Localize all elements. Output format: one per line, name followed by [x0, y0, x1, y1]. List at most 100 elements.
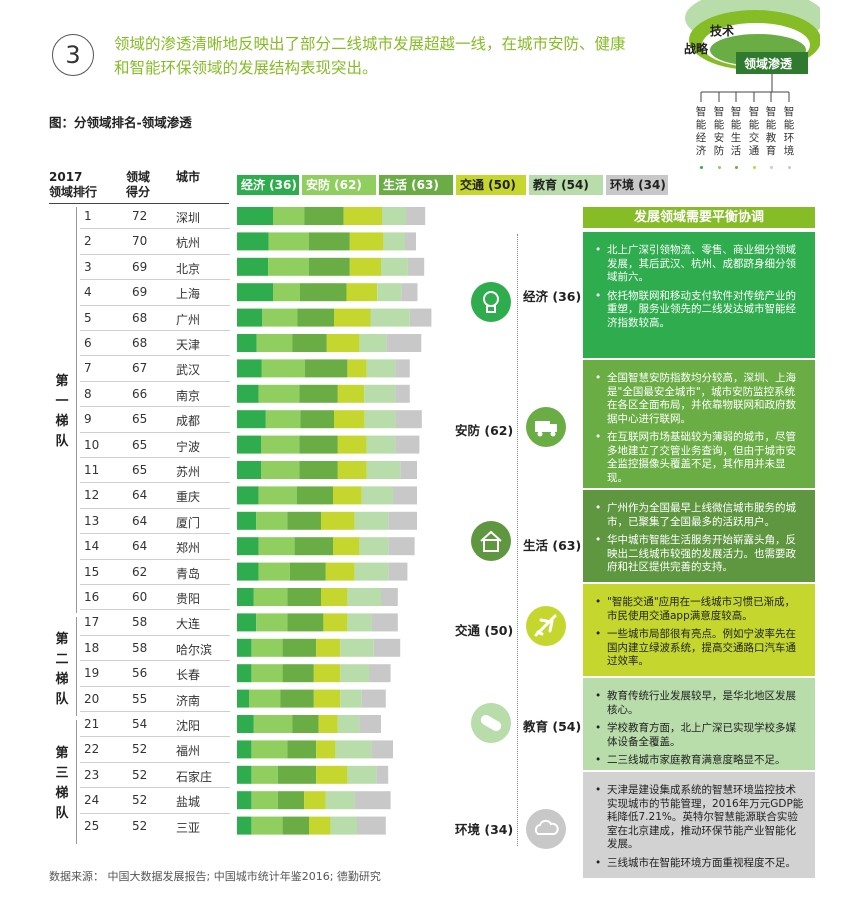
- bar-segment-5: [347, 765, 377, 784]
- bar-segment-1: [237, 257, 269, 276]
- row-divider: [80, 685, 230, 687]
- bar-segment-4: [349, 232, 384, 251]
- row-divider: [80, 761, 230, 763]
- tier-1-divider: [76, 207, 77, 613]
- bar-segment-4: [337, 384, 365, 403]
- rank-cell: 13: [84, 513, 100, 528]
- rank-cell: 15: [84, 564, 100, 579]
- bar-segment-6: [388, 511, 417, 530]
- bar-segment-3: [297, 486, 333, 505]
- bar-segment-4: [316, 765, 348, 784]
- bar-segment-3: [304, 359, 348, 378]
- tier-3-label: 第 三 梯 队: [55, 746, 69, 821]
- rank-cell: 7: [84, 361, 92, 376]
- bar-segment-6: [386, 334, 422, 352]
- traffic-bullet: 一些城市局部很有亮点。例如宁波率先在国内建立绿波系统，提高交通路口汽车通过效率。: [593, 628, 805, 669]
- rank-cell: 25: [84, 818, 100, 833]
- bar-segment-4: [326, 334, 360, 352]
- rank-cell: 2: [84, 234, 92, 249]
- city-cell: 沈阳: [176, 719, 201, 733]
- score-cell: 52: [132, 767, 148, 782]
- bar-segment-6: [405, 232, 416, 251]
- diagram-col-traffic: 智能交通: [748, 106, 760, 157]
- legend-security: 安防 (62): [302, 175, 376, 195]
- bar-segment-3: [282, 638, 317, 657]
- bar-segment-1: [237, 486, 259, 505]
- bar-segment-5: [325, 791, 355, 810]
- rank-cell: 14: [84, 539, 100, 554]
- score-cell: 72: [132, 209, 148, 223]
- bar-segment-4: [346, 283, 378, 302]
- bar-segment-5: [359, 334, 387, 352]
- headline: 领域的渗透清晰地反映出了部分二线城市发展超越一线，在城市安防、健康和智能环保领域…: [114, 35, 626, 77]
- bar-segment-5: [364, 410, 396, 429]
- airplane-icon: [526, 606, 566, 646]
- row-divider: [80, 482, 230, 484]
- bar-segment-4: [316, 638, 341, 657]
- bar-segment-2: [268, 257, 309, 276]
- rank-cell: 18: [84, 640, 100, 655]
- bar-segment-1: [237, 334, 257, 352]
- diagram-col-security: 智能安防: [713, 106, 725, 157]
- rank-cell: 23: [84, 767, 100, 782]
- diagram-col-economy: 智能经济: [695, 106, 707, 157]
- score-cell: 56: [132, 666, 148, 681]
- bar-segment-4: [304, 791, 326, 810]
- education-bullet: 学校教育方面，北上广深已实现学校多媒体设备全覆盖。: [593, 722, 805, 749]
- bar-segment-2: [251, 638, 283, 657]
- city-cell: 郑州: [176, 541, 201, 556]
- score-cell: 69: [132, 259, 148, 274]
- bar-segment-3: [289, 562, 326, 581]
- diagram-dot-economy: [700, 166, 703, 169]
- row-divider: [80, 355, 230, 357]
- bar-segment-2: [265, 410, 301, 429]
- bar-segment-2: [261, 359, 305, 378]
- bar-segment-6: [357, 816, 386, 835]
- score-cell: 68: [132, 310, 148, 325]
- tier-3-divider: [76, 720, 77, 844]
- rank-cell: 16: [84, 590, 100, 604]
- row-divider: [80, 660, 230, 662]
- rank-cell: 11: [84, 463, 100, 477]
- bar-segment-6: [371, 740, 393, 759]
- city-cell: 上海: [176, 287, 201, 302]
- city-cell: 杭州: [176, 236, 201, 251]
- bar-segment-6: [354, 791, 391, 810]
- bar-segment-2: [273, 207, 305, 225]
- panel-environment: 天津是建设集成系统的智慧环境监控技术实现城市的节能管理，2016年万元GDP能耗…: [583, 772, 815, 878]
- city-cell: 贵阳: [176, 592, 201, 606]
- bar-segment-4: [321, 511, 355, 530]
- bar-segment-3: [282, 664, 314, 683]
- row-divider: [80, 457, 230, 458]
- bar-segment-3: [309, 257, 350, 276]
- bar-segment-4: [343, 207, 382, 225]
- header-score: 领域 得分: [126, 170, 151, 199]
- row-divider: [80, 812, 230, 814]
- bar-segment-1: [237, 384, 259, 403]
- score-cell: 70: [132, 234, 148, 249]
- bar-segment-3: [299, 461, 338, 479]
- bar-segment-2: [251, 740, 288, 759]
- score-cell: 62: [132, 564, 148, 579]
- bar-segment-4: [334, 308, 371, 327]
- row-divider: [80, 304, 230, 306]
- diagram-label-strategy: 战略: [684, 42, 709, 56]
- rank-cell: 4: [84, 285, 92, 300]
- rank-cell: 1: [84, 209, 92, 223]
- bar-segment-1: [237, 207, 273, 225]
- score-cell: 55: [132, 691, 148, 706]
- city-cell: 南京: [176, 388, 201, 403]
- city-cell: 深圳: [176, 211, 201, 225]
- city-cell: 盐城: [176, 795, 201, 810]
- city-cell: 广州: [176, 312, 201, 327]
- bar-segment-6: [395, 384, 410, 403]
- panel-title: 发展领域需要平衡协调: [583, 207, 815, 228]
- row-divider: [80, 711, 230, 712]
- bar-segment-4: [318, 715, 338, 733]
- bar-segment-4: [334, 410, 365, 429]
- airplane-glyph: [534, 614, 557, 637]
- living-bullet: 华中城市智能生活服务开始崭露头角，反映出二线城市较强的发展活力。也需要政府和社区…: [593, 534, 805, 575]
- bar-segment-2: [256, 334, 293, 352]
- row-divider: [80, 533, 230, 535]
- row-divider: [80, 279, 230, 281]
